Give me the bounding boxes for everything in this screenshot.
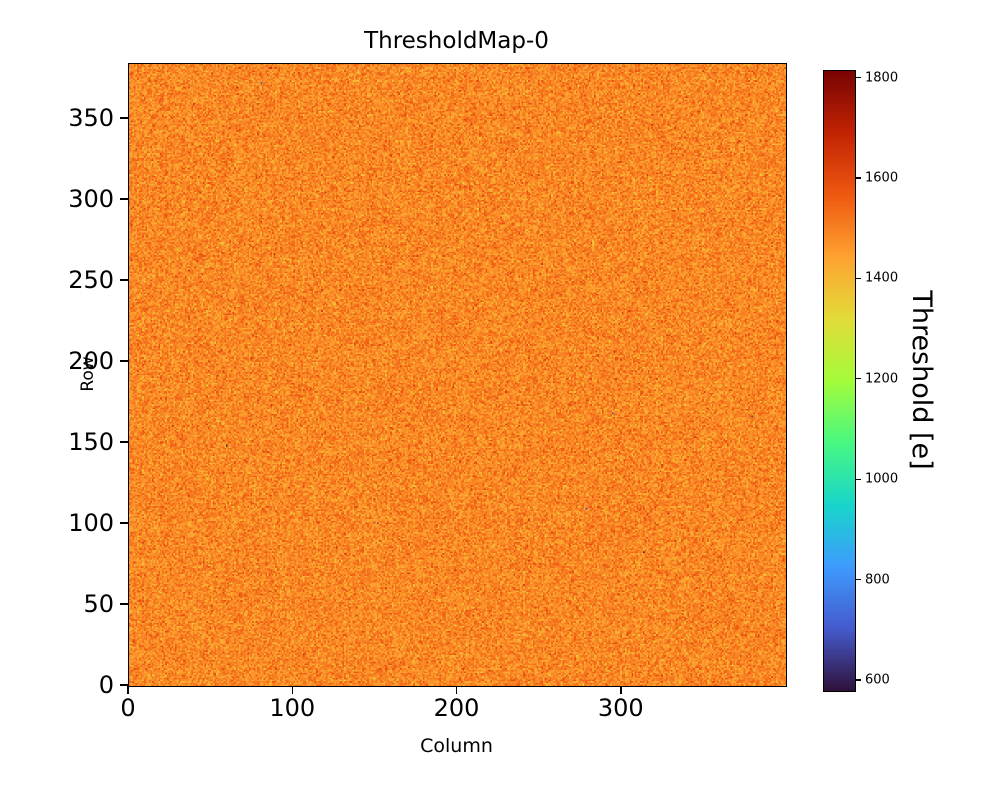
colorbar-tick [856, 478, 861, 480]
colorbar-tick-label: 600 [865, 672, 890, 688]
y-tick [120, 684, 128, 686]
y-tick [120, 441, 128, 443]
x-tick [127, 686, 129, 694]
plot-area [128, 63, 787, 687]
y-tick-label: 0 [98, 671, 114, 699]
colorbar-tick [856, 378, 861, 380]
y-tick-label: 200 [68, 347, 114, 376]
x-tick-label: 300 [597, 694, 644, 722]
x-tick-label: 100 [269, 694, 316, 722]
y-tick-label: 100 [68, 509, 114, 538]
colorbar-tick-label: 1600 [865, 170, 899, 186]
x-tick [291, 686, 293, 694]
colorbar-tick [856, 177, 861, 179]
y-tick-label: 250 [68, 266, 114, 295]
colorbar-tick-label: 1000 [865, 471, 899, 487]
colorbar-tick [856, 679, 861, 681]
y-tick [120, 522, 128, 524]
y-tick [120, 198, 128, 200]
y-tick [120, 117, 128, 119]
y-tick [120, 603, 128, 605]
colorbar-tick [856, 578, 861, 581]
colorbar-tick-label: 800 [865, 572, 890, 588]
y-tick-label: 350 [68, 104, 114, 133]
y-tick [120, 360, 128, 362]
colorbar [823, 70, 856, 692]
colorbar-canvas [824, 71, 855, 691]
y-tick-label: 150 [68, 428, 114, 457]
colorbar-tick-label: 1800 [865, 70, 899, 86]
x-tick-label: 200 [433, 694, 480, 722]
colorbar-tick-label: 1400 [865, 270, 899, 286]
y-tick-label: 300 [68, 185, 114, 214]
x-axis-label: Column [420, 735, 493, 757]
colorbar-tick [856, 277, 861, 279]
colorbar-tick-label: 1200 [865, 371, 899, 387]
x-tick [620, 686, 622, 694]
colorbar-tick [856, 76, 861, 79]
chart-title: ThresholdMap-0 [364, 28, 549, 54]
y-tick [120, 279, 128, 281]
x-tick [455, 686, 458, 694]
colorbar-label: Threshold [e] [906, 290, 937, 470]
y-axis-label: Row [78, 356, 98, 392]
heatmap-canvas [129, 64, 786, 686]
x-tick-label: 0 [120, 694, 136, 722]
y-tick-label: 50 [83, 590, 114, 618]
